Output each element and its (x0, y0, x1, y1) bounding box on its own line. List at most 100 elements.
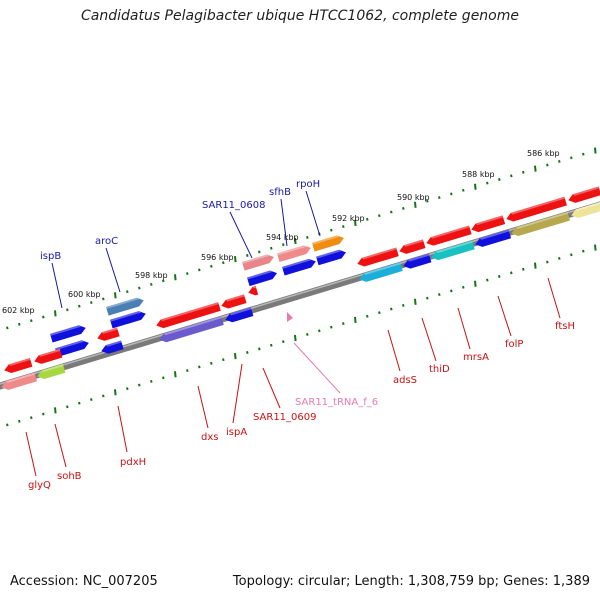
tick-mark (474, 183, 477, 190)
tick-mark (342, 322, 345, 325)
tick-mark (318, 329, 321, 333)
kbp-label-598: 598 kbp (135, 271, 168, 280)
gene-red-10 (34, 348, 63, 364)
tick-mark (102, 394, 105, 398)
gene-aroc-body (106, 297, 144, 316)
gene-blue-2-highlight (282, 258, 312, 269)
tick-mark (498, 178, 501, 181)
gene-pdxh-body (101, 340, 124, 354)
gene-ispa (225, 307, 254, 323)
gene-folp-body (475, 229, 512, 247)
tick-mark (78, 304, 81, 308)
gene-red-10-body (34, 348, 63, 364)
gene-features (1, 186, 600, 390)
gene-red-6 (568, 186, 600, 203)
tick-mark (6, 326, 9, 330)
tick-mark (90, 398, 93, 401)
gene-thid-body (403, 253, 432, 269)
gene-red-4-highlight (475, 215, 504, 226)
gene-label-ftsh[interactable]: ftsH (555, 321, 575, 332)
gene-sfhb-highlight (277, 245, 307, 256)
gene-red-2-highlight (403, 239, 424, 247)
leader-line (497, 295, 512, 337)
tick-mark (558, 159, 561, 163)
tick-mark (186, 272, 189, 276)
gene-glyq-highlight (5, 372, 36, 383)
gene-sar11-0608-highlight (242, 254, 270, 264)
gene-blue-3-body (316, 249, 347, 266)
gene-sfhb (277, 245, 311, 263)
gene-red-1 (357, 247, 399, 267)
kbp-label-586: 586 kbp (527, 149, 560, 158)
leader-line (293, 342, 341, 394)
tick-mark (354, 219, 357, 227)
tick-mark (366, 314, 369, 318)
gene-red-4 (471, 215, 506, 233)
kbp-label-602: 602 kbp (2, 306, 35, 315)
tick-mark (66, 405, 69, 409)
gene-red-2 (399, 239, 426, 254)
gene-pdxh (101, 340, 124, 354)
tick-mark (486, 278, 489, 282)
gene-dxs (156, 302, 221, 329)
tick-mark (438, 293, 441, 297)
tick-mark (6, 423, 9, 427)
leader-line (280, 198, 288, 247)
gene-label-sohb[interactable]: sohB (57, 471, 82, 482)
gene-pdxh-red (97, 327, 120, 341)
tick-mark (354, 316, 357, 324)
tick-mark (294, 237, 297, 245)
tick-mark (210, 361, 213, 365)
gene-label-sar11-0608[interactable]: SAR11_0608 (202, 200, 266, 211)
tick-mark (378, 214, 381, 218)
tick-mark (306, 235, 309, 239)
gene-thid-highlight (407, 253, 430, 262)
tick-mark (522, 267, 525, 271)
gene-mrsa-body (431, 240, 475, 261)
gene-ftsh-body (571, 199, 600, 218)
gene-label-thid[interactable]: thiD (429, 364, 450, 375)
gene-blue-4-highlight (110, 311, 142, 322)
tick-mark (234, 256, 237, 263)
tick-mark (438, 196, 441, 200)
tick-mark (126, 387, 129, 391)
tick-mark (462, 285, 465, 289)
gene-label-sar11-trna-f-6[interactable]: SAR11_tRNA_f_6 (295, 397, 378, 408)
gene-adss (359, 262, 403, 282)
tick-mark (486, 181, 489, 185)
gene-label-glyq[interactable]: glyQ (28, 480, 51, 491)
gene-label-mrsa[interactable]: mrsA (463, 352, 489, 363)
tick-mark (282, 243, 285, 247)
tick-mark (30, 416, 33, 420)
tick-mark (582, 152, 585, 156)
gene-label-sfhb[interactable]: sfhB (269, 187, 291, 198)
gene-label-rpoh[interactable]: rpoH (296, 179, 320, 190)
gene-label-dxs[interactable]: dxs (201, 432, 218, 443)
gene-label-aroc[interactable]: aroC (95, 236, 118, 247)
gene-label-ispa[interactable]: ispA (226, 427, 247, 438)
tick-mark (198, 365, 201, 369)
gene-label-ispb[interactable]: ispB (40, 251, 61, 262)
tick-mark (18, 322, 21, 326)
tick-mark (306, 332, 309, 336)
gene-blue-3-highlight (316, 249, 342, 259)
leader-line (547, 277, 561, 319)
kbp-label-592: 592 kbp (332, 214, 365, 223)
gene-sar11-0608 (242, 254, 274, 271)
kbp-label-588: 588 kbp (462, 170, 495, 179)
leader-line (197, 385, 209, 429)
gene-folp-highlight (479, 229, 510, 240)
gene-red-7 (221, 294, 247, 309)
gene-label-folp[interactable]: folP (505, 339, 523, 350)
gene-label-pdxh[interactable]: pdxH (120, 457, 146, 468)
tick-mark (198, 268, 201, 272)
gene-mrsa-highlight (435, 240, 473, 254)
leader-line (25, 431, 37, 477)
gene-label-adss[interactable]: adsS (393, 375, 417, 386)
tick-mark (162, 279, 165, 283)
gene-sohb-body (37, 364, 66, 380)
gene-label-sar11-0609[interactable]: SAR11_0609 (253, 412, 317, 423)
tick-mark (366, 217, 369, 221)
tick-mark (474, 280, 477, 287)
